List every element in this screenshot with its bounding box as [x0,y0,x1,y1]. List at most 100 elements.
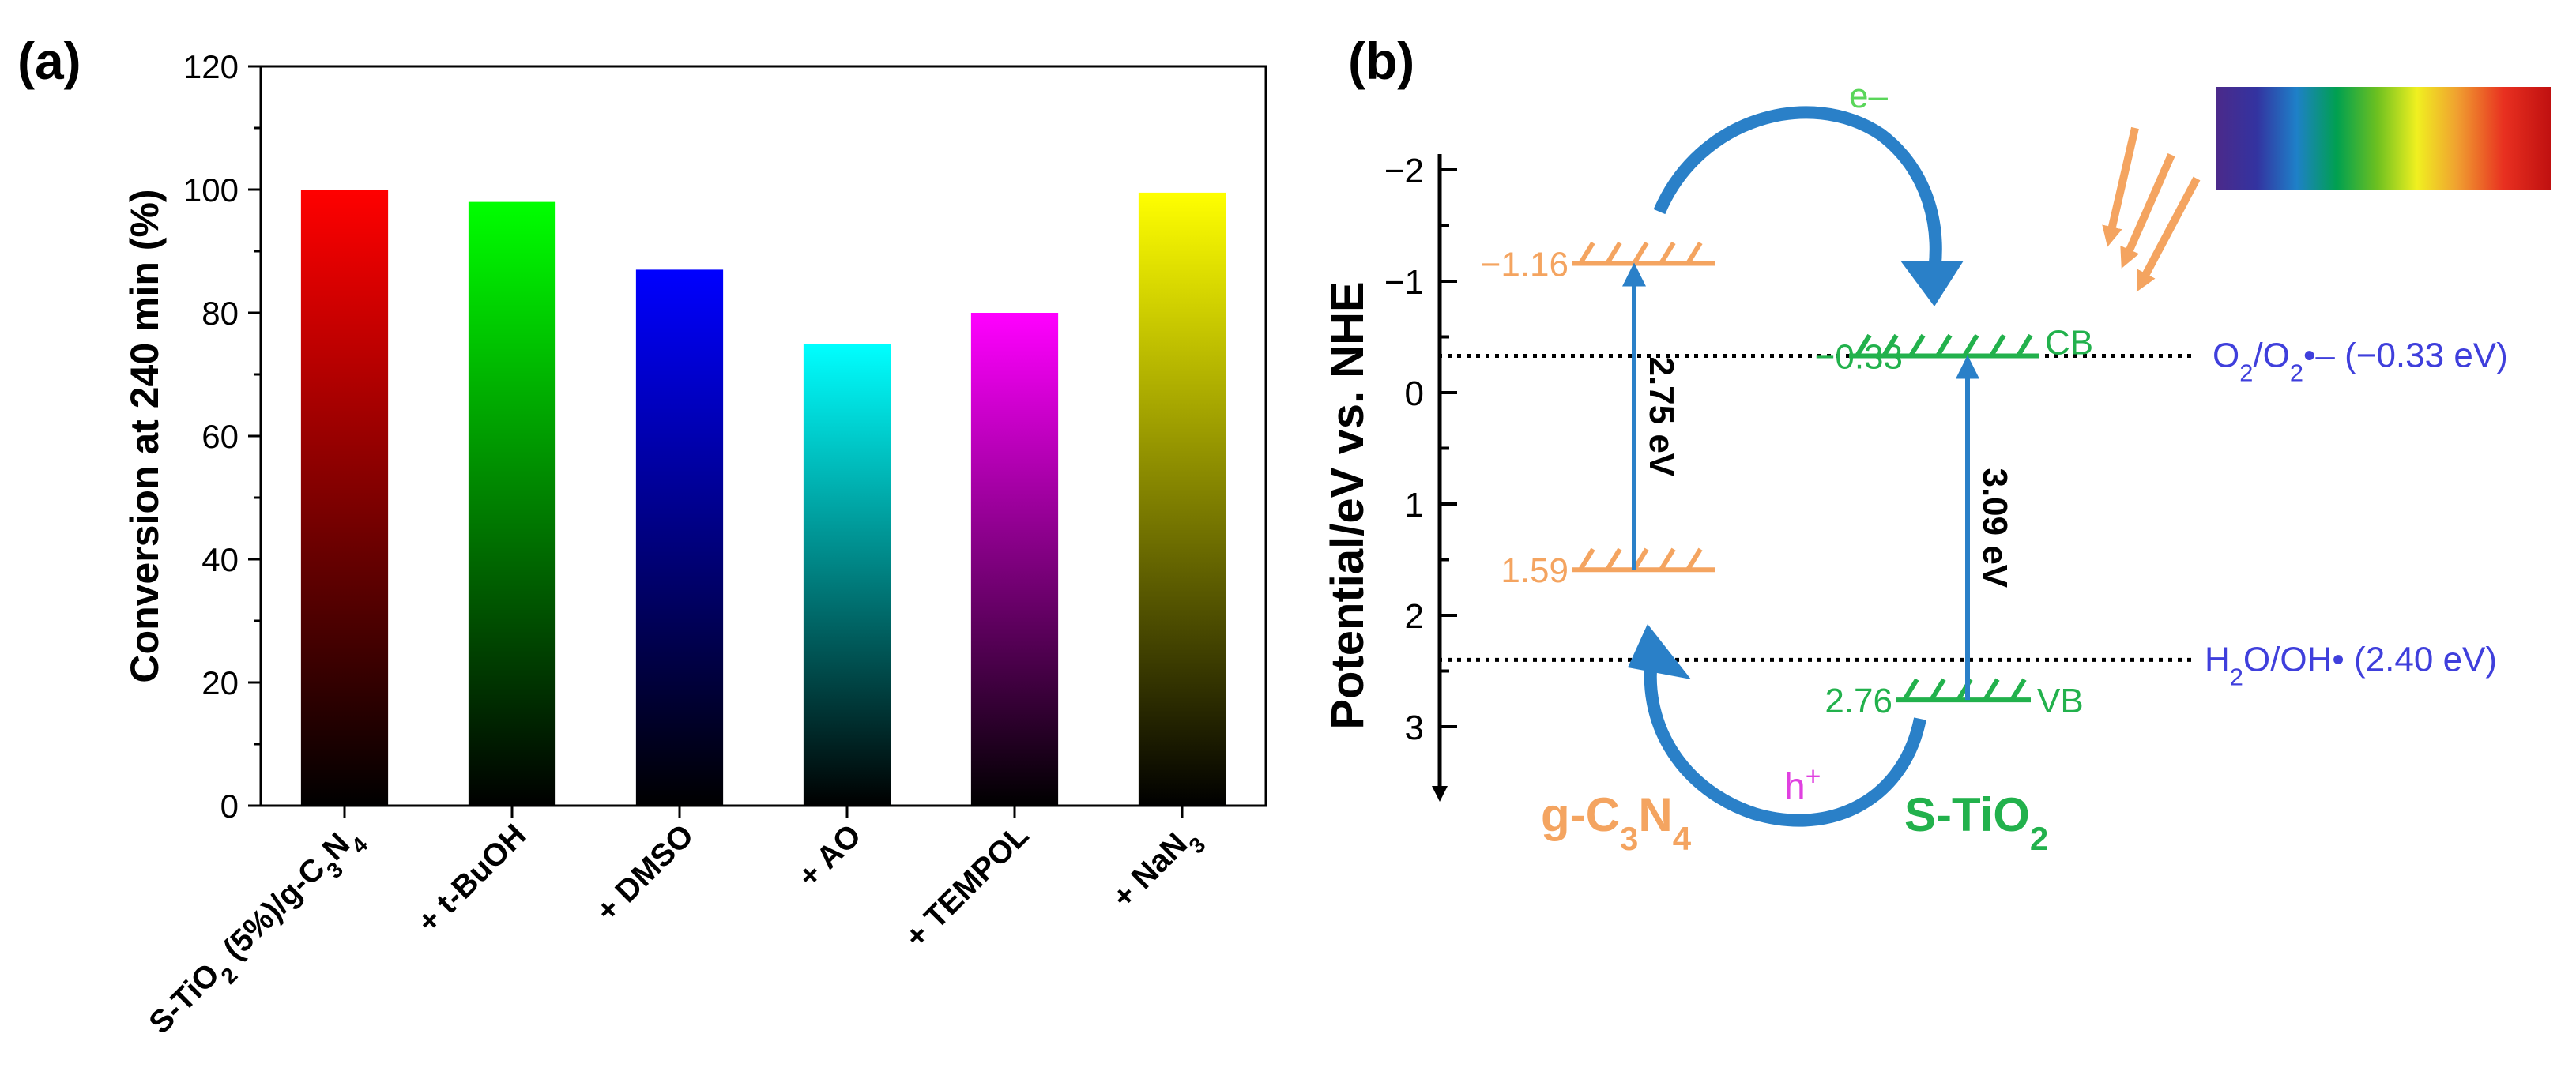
light-spectrum [2216,87,2551,190]
hatch [1983,678,2000,701]
hole-label: h+ [1784,762,1821,809]
gcn-gap-label: 2.75 eV [1642,356,1681,476]
text-fragment: eV [2443,640,2486,679]
text-fragment: O [2243,640,2270,679]
text-fragment: ) [2496,336,2508,374]
text-fragment: 2 [2290,359,2303,386]
hatch [1962,333,1979,358]
bar [1138,192,1226,806]
text-fragment: g [1541,788,1570,841]
x-axis: S-TiO2 (5%)/g-C3N4 + t-BuOH + DMSO + AO + TE… [142,806,1210,1047]
s-tio2-label: S-TiO2 [1904,788,2048,857]
hatch [2016,333,2033,358]
y-axis-label: Conversion at 240 min (%) [122,189,167,682]
hatch [1989,333,2006,358]
axis-tick-label: 0 [1405,374,1424,413]
text-fragment: - [1570,788,1586,841]
bar [300,190,389,806]
y-tick-label: 100 [183,171,239,209]
electron-label: e– [1849,77,1888,115]
y-tick-label: 60 [201,418,239,455]
axis-tick-label: −1 [1384,263,1424,302]
text-fragment: ) [2485,640,2497,679]
bar [970,313,1059,806]
text-fragment: 3 [1620,820,1638,857]
text-fragment [2444,336,2454,374]
tio2-gap-label: 3.09 eV [1975,468,2014,588]
potential-axis-label: Potential/eV vs. NHE [1322,281,1373,729]
text-fragment: S [1904,788,1936,841]
text-fragment: C [1586,788,1620,841]
axis-tick-label: 3 [1405,709,1424,747]
panel-a-label: (a) [17,32,81,90]
tio2-cb-level [1849,333,2039,359]
y-tick-label: 0 [220,788,239,825]
cb-label: CB [2045,323,2093,362]
hole-transfer-arrow [1644,659,1926,827]
hatch [1632,241,1649,265]
gcn-cb-value: −1.16 [1481,245,1569,284]
text-fragment: N [316,826,357,867]
vb-label: VB [2037,682,2084,720]
hatch [1578,241,1595,265]
text-fragment: O [2213,336,2239,374]
hatch [1908,333,1926,358]
text-fragment: 2 [2239,359,2253,386]
x-tick-label: + NaN3 [1105,818,1210,922]
y-axis: 0 20 40 60 80 100 120 [183,48,261,825]
text-fragment: – (− [2315,336,2376,374]
hatch [1659,241,1676,265]
text-fragment: / [2270,640,2280,679]
text-fragment: 4 [1673,820,1692,857]
hatch [1685,241,1703,265]
light-arrows [2102,126,2201,292]
axis-tick-label: 1 [1405,486,1424,524]
electron-transfer-arrowhead [1900,261,1964,306]
text-fragment: DMSO [608,818,700,909]
text-fragment: 0.33 [2376,336,2444,374]
plot-frame [259,65,1267,807]
o2-reference-label: O2/O2•– (−0.33 eV) [2213,336,2508,386]
axis-tick-label: 2 [1405,597,1424,636]
text-fragment: 2 [2230,663,2243,690]
hatch [1605,241,1622,265]
hatch [1929,678,1946,701]
text-fragment: OH• [2280,640,2344,679]
text-fragment: TEMPOL [917,818,1035,935]
text-fragment: eV [2454,336,2496,374]
text-fragment: / [2253,336,2263,374]
y-tick-label: 20 [201,664,239,701]
bar [635,269,724,806]
hatch [1605,547,1622,571]
axis-tick-label: −2 [1384,152,1424,190]
text-fragment: ( [2344,640,2366,679]
text-fragment: h [1784,766,1806,808]
tio2-vb-value: 2.76 [1825,682,1892,720]
light-arrow [2120,152,2175,269]
hatch [1578,547,1595,571]
text-fragment: 2 [2030,820,2048,857]
electron-transfer-arrow [1653,106,1942,286]
tio2-cb-value: −0.33 [1815,337,1903,376]
y-tick-label: 120 [183,48,239,85]
text-fragment: BuOH [445,818,533,905]
hatch [2009,678,2027,701]
tio2-vb-level [1896,678,2031,703]
x-tick-label: + DMSO [589,818,700,928]
y-tick-label: 80 [201,295,239,332]
gcn-vb-value: 1.59 [1501,551,1569,590]
text-fragment: - [1936,788,1952,841]
hole-transfer-arrowhead [1628,624,1691,679]
text-fragment: N [1638,788,1672,841]
hatch [1902,678,1919,701]
text-fragment: + [1806,762,1821,791]
h2o-reference-label: H2O/OH• (2.40 eV) [2205,640,2497,690]
x-tick-label: S-TiO2 (5%)/g-C3N4 [142,818,372,1047]
text-fragment: H [2205,640,2230,679]
text-fragment: TiO [1952,788,2030,841]
x-tick-label: + t-BuOH [411,818,533,939]
panel-b-label: (b) [1348,32,1414,90]
bar [803,344,891,806]
text-fragment: O [2263,336,2290,374]
